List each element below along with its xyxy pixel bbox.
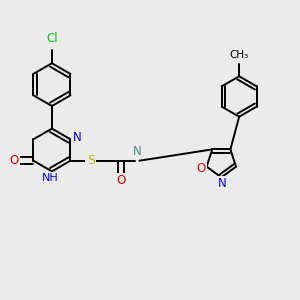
Text: O: O [197, 162, 206, 175]
Text: H: H [133, 150, 141, 160]
Text: CH₃: CH₃ [230, 50, 249, 60]
Text: NH: NH [42, 173, 59, 183]
Text: N: N [73, 131, 81, 144]
Text: Cl: Cl [46, 32, 58, 45]
Text: O: O [116, 174, 126, 188]
Text: N: N [218, 177, 226, 190]
Text: N: N [133, 145, 141, 158]
Text: S: S [87, 154, 95, 167]
Text: O: O [9, 154, 18, 167]
